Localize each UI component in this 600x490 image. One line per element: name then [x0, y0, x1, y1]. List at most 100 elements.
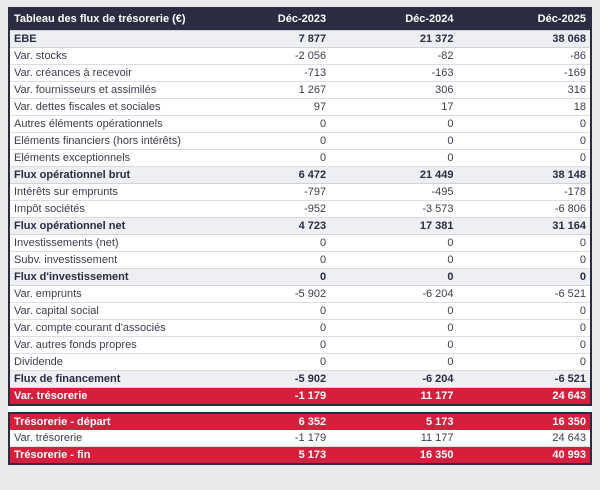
table-row: Var. fournisseurs et assimilés 1 267 306 31… [9, 81, 591, 99]
row-value: 7 877 [229, 30, 331, 48]
row-value: 0 [330, 234, 458, 252]
row-label: Impôt sociétés [9, 200, 230, 218]
table-gap [8, 406, 592, 412]
row-value: 16 350 [457, 412, 591, 430]
table-row: Subv. investissement 0 0 0 [9, 251, 591, 269]
row-label: Dividende [9, 353, 230, 371]
table-row: Trésorerie - fin 5 173 16 350 40 993 [9, 446, 591, 464]
table-row: Var. stocks -2 056 -82 -86 [9, 47, 591, 65]
row-label: Var. compte courant d'associés [9, 319, 230, 337]
table-row: Autres éléments opérationnels 0 0 0 [9, 115, 591, 133]
row-label: Investissements (net) [9, 234, 230, 252]
row-value: 0 [457, 353, 591, 371]
row-label: Flux opérationnel net [9, 217, 230, 235]
table-row: Var. capital social 0 0 0 [9, 302, 591, 320]
row-value: -797 [229, 183, 331, 201]
table-row: Var. autres fonds propres 0 0 0 [9, 336, 591, 354]
row-value: 38 068 [457, 30, 591, 48]
row-value: 40 993 [457, 446, 591, 464]
row-value: 0 [229, 132, 331, 150]
row-label: Var. créances à recevoir [9, 64, 230, 82]
row-value: -5 902 [229, 370, 331, 388]
row-label: EBE [9, 30, 230, 48]
row-value: 18 [457, 98, 591, 116]
row-value: 0 [330, 336, 458, 354]
row-value: 0 [330, 132, 458, 150]
row-value: 0 [330, 115, 458, 133]
row-value: -6 204 [330, 285, 458, 303]
summary-table-body: Trésorerie - départ 6 352 5 173 16 350 Var. … [9, 412, 591, 464]
row-label: Var. emprunts [9, 285, 230, 303]
row-value: -2 056 [229, 47, 331, 65]
table-row: EBE 7 877 21 372 38 068 [9, 30, 591, 48]
row-label: Var. autres fonds propres [9, 336, 230, 354]
row-value: 6 352 [229, 412, 331, 430]
row-value: 97 [229, 98, 331, 116]
row-label: Trésorerie - départ [9, 412, 230, 430]
row-value: -169 [457, 64, 591, 82]
row-label: Var. trésorerie [9, 430, 230, 447]
row-label: Var. stocks [9, 47, 230, 65]
column-header: Déc-2024 [330, 8, 458, 31]
table-title: Tableau des flux de trésorerie (€) [9, 8, 230, 31]
table-row: Var. créances à recevoir -713 -163 -169 [9, 64, 591, 82]
table-row: Investissements (net) 0 0 0 [9, 234, 591, 252]
main-table-body: EBE 7 877 21 372 38 068 Var. stocks -2 056 -82… [9, 30, 591, 405]
row-value: 306 [330, 81, 458, 99]
row-label: Var. dettes fiscales et sociales [9, 98, 230, 116]
row-value: 24 643 [457, 430, 591, 447]
row-value: -952 [229, 200, 331, 218]
table-row: Var. compte courant d'associés 0 0 0 [9, 319, 591, 337]
table-row: Flux opérationnel net 4 723 17 381 31 164 [9, 217, 591, 235]
row-value: 0 [330, 353, 458, 371]
table-row: Flux de financement -5 902 -6 204 -6 521 [9, 370, 591, 388]
row-label: Eléments financiers (hors intérêts) [9, 132, 230, 150]
table-row: Eléments exceptionnels 0 0 0 [9, 149, 591, 167]
row-value: 31 164 [457, 217, 591, 235]
row-value: 316 [457, 81, 591, 99]
row-value: -178 [457, 183, 591, 201]
row-value: 0 [330, 302, 458, 320]
row-label: Trésorerie - fin [9, 446, 230, 464]
row-label: Flux opérationnel brut [9, 166, 230, 184]
row-value: 0 [330, 319, 458, 337]
row-value: -5 902 [229, 285, 331, 303]
row-label: Eléments exceptionnels [9, 149, 230, 167]
row-value: 0 [330, 251, 458, 269]
row-value: 0 [457, 115, 591, 133]
row-value: 21 372 [330, 30, 458, 48]
row-value: 17 381 [330, 217, 458, 235]
table-row: Flux opérationnel brut 6 472 21 449 38 148 [9, 166, 591, 184]
table-row: Intérêts sur emprunts -797 -495 -178 [9, 183, 591, 201]
row-label: Subv. investissement [9, 251, 230, 269]
row-value: 11 177 [330, 430, 458, 447]
table-row: Impôt sociétés -952 -3 573 -6 806 [9, 200, 591, 218]
row-value: -1 179 [229, 387, 331, 405]
row-label: Flux de financement [9, 370, 230, 388]
row-label: Var. trésorerie [9, 387, 230, 405]
row-value: -163 [330, 64, 458, 82]
row-value: 0 [457, 336, 591, 354]
row-value: -6 521 [457, 370, 591, 388]
row-value: 0 [229, 319, 331, 337]
row-value: -1 179 [229, 430, 331, 447]
header-row: Tableau des flux de trésorerie (€) Déc-2… [9, 8, 591, 31]
row-value: 0 [457, 319, 591, 337]
treasury-summary-table: Trésorerie - départ 6 352 5 173 16 350 Var. … [8, 412, 592, 465]
row-label: Autres éléments opérationnels [9, 115, 230, 133]
row-value: 0 [229, 302, 331, 320]
row-value: 0 [457, 302, 591, 320]
row-label: Var. fournisseurs et assimilés [9, 81, 230, 99]
table-row: Var. emprunts -5 902 -6 204 -6 521 [9, 285, 591, 303]
row-value: 0 [229, 251, 331, 269]
table-row: Flux d'investissement 0 0 0 [9, 268, 591, 286]
row-value: 0 [229, 268, 331, 286]
row-value: 16 350 [330, 446, 458, 464]
row-value: -82 [330, 47, 458, 65]
row-value: 0 [229, 149, 331, 167]
row-value: 0 [457, 251, 591, 269]
row-value: 0 [229, 353, 331, 371]
column-header: Déc-2023 [229, 8, 331, 31]
row-value: 0 [457, 149, 591, 167]
row-value: -713 [229, 64, 331, 82]
